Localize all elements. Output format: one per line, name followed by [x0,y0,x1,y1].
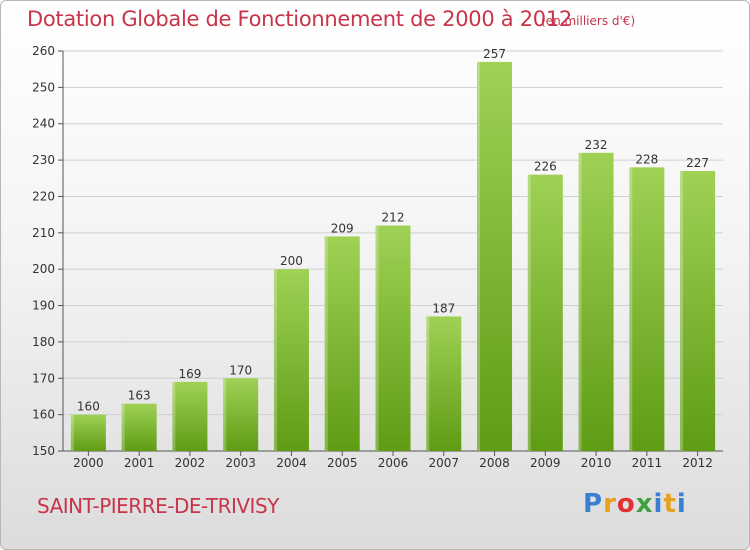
x-tick-label-2008: 2008 [479,456,510,470]
bar-highlight [172,381,176,451]
value-label-2002: 169 [178,367,201,381]
x-tick-label-2000: 2000 [73,456,104,470]
value-label-2011: 228 [635,152,658,166]
x-tick-label-2003: 2003 [225,456,256,470]
bar-highlight [527,174,531,452]
bar-highlight [477,61,481,452]
value-label-2006: 212 [382,211,405,225]
bar-highlight [629,167,633,451]
bar-2005 [324,236,360,451]
chart-subtitle: (en milliers d'€) [541,14,636,28]
bar-2007 [426,316,462,451]
bar-highlight [70,414,74,451]
bar-highlight [223,378,227,451]
bar-2004 [273,269,309,451]
y-tick-label: 240 [32,117,55,131]
bar-2006 [375,225,411,451]
bar-highlight [578,152,582,451]
x-tick-label-2012: 2012 [682,456,713,470]
value-label-2012: 227 [686,156,709,170]
bar-2011 [629,167,665,451]
y-tick-label: 210 [32,226,55,240]
value-label-2005: 209 [331,221,354,235]
bar-highlight [273,269,277,451]
bar-2003 [223,378,259,451]
value-label-2004: 200 [280,254,303,268]
commune-name: SAINT-PIERRE-DE-TRIVISY [37,494,279,518]
proxiti-logo: Proxiti [583,489,687,519]
y-tick-label: 190 [32,299,55,313]
bar-highlight [426,316,430,451]
x-tick-label-2010: 2010 [581,456,612,470]
value-label-2007: 187 [432,301,455,315]
value-label-2008: 257 [483,47,506,61]
y-tick-label: 150 [32,444,55,458]
y-tick-label: 170 [32,371,55,385]
bar-2001 [121,403,157,451]
x-tick-label-2005: 2005 [327,456,358,470]
y-tick-label: 250 [32,80,55,94]
bar-2002 [172,381,208,451]
y-tick-label: 180 [32,335,55,349]
x-tick-label-2004: 2004 [276,456,307,470]
bar-2012 [680,171,716,451]
y-tick-label: 260 [32,44,55,58]
x-tick-label-2006: 2006 [378,456,409,470]
bar-2008 [477,61,513,452]
value-label-2000: 160 [77,400,100,414]
x-tick-label-2002: 2002 [175,456,206,470]
bar-2000 [70,414,106,451]
y-tick-label: 220 [32,189,55,203]
x-tick-label-2001: 2001 [124,456,155,470]
value-label-2001: 163 [128,389,151,403]
x-tick-label-2009: 2009 [530,456,561,470]
bar-highlight [121,403,125,451]
x-tick-label-2011: 2011 [632,456,663,470]
chart-title: Dotation Globale de Fonctionnement de 20… [27,7,572,31]
bar-2009 [527,174,563,452]
value-label-2010: 232 [585,138,608,152]
y-tick-label: 200 [32,262,55,276]
bar-highlight [324,236,328,451]
y-tick-label: 160 [32,408,55,422]
value-label-2003: 170 [229,363,252,377]
bar-highlight [680,171,684,451]
bar-2010 [578,152,614,451]
x-tick-label-2007: 2007 [428,456,459,470]
y-tick-label: 230 [32,153,55,167]
bar-highlight [375,225,379,451]
value-label-2009: 226 [534,160,557,174]
